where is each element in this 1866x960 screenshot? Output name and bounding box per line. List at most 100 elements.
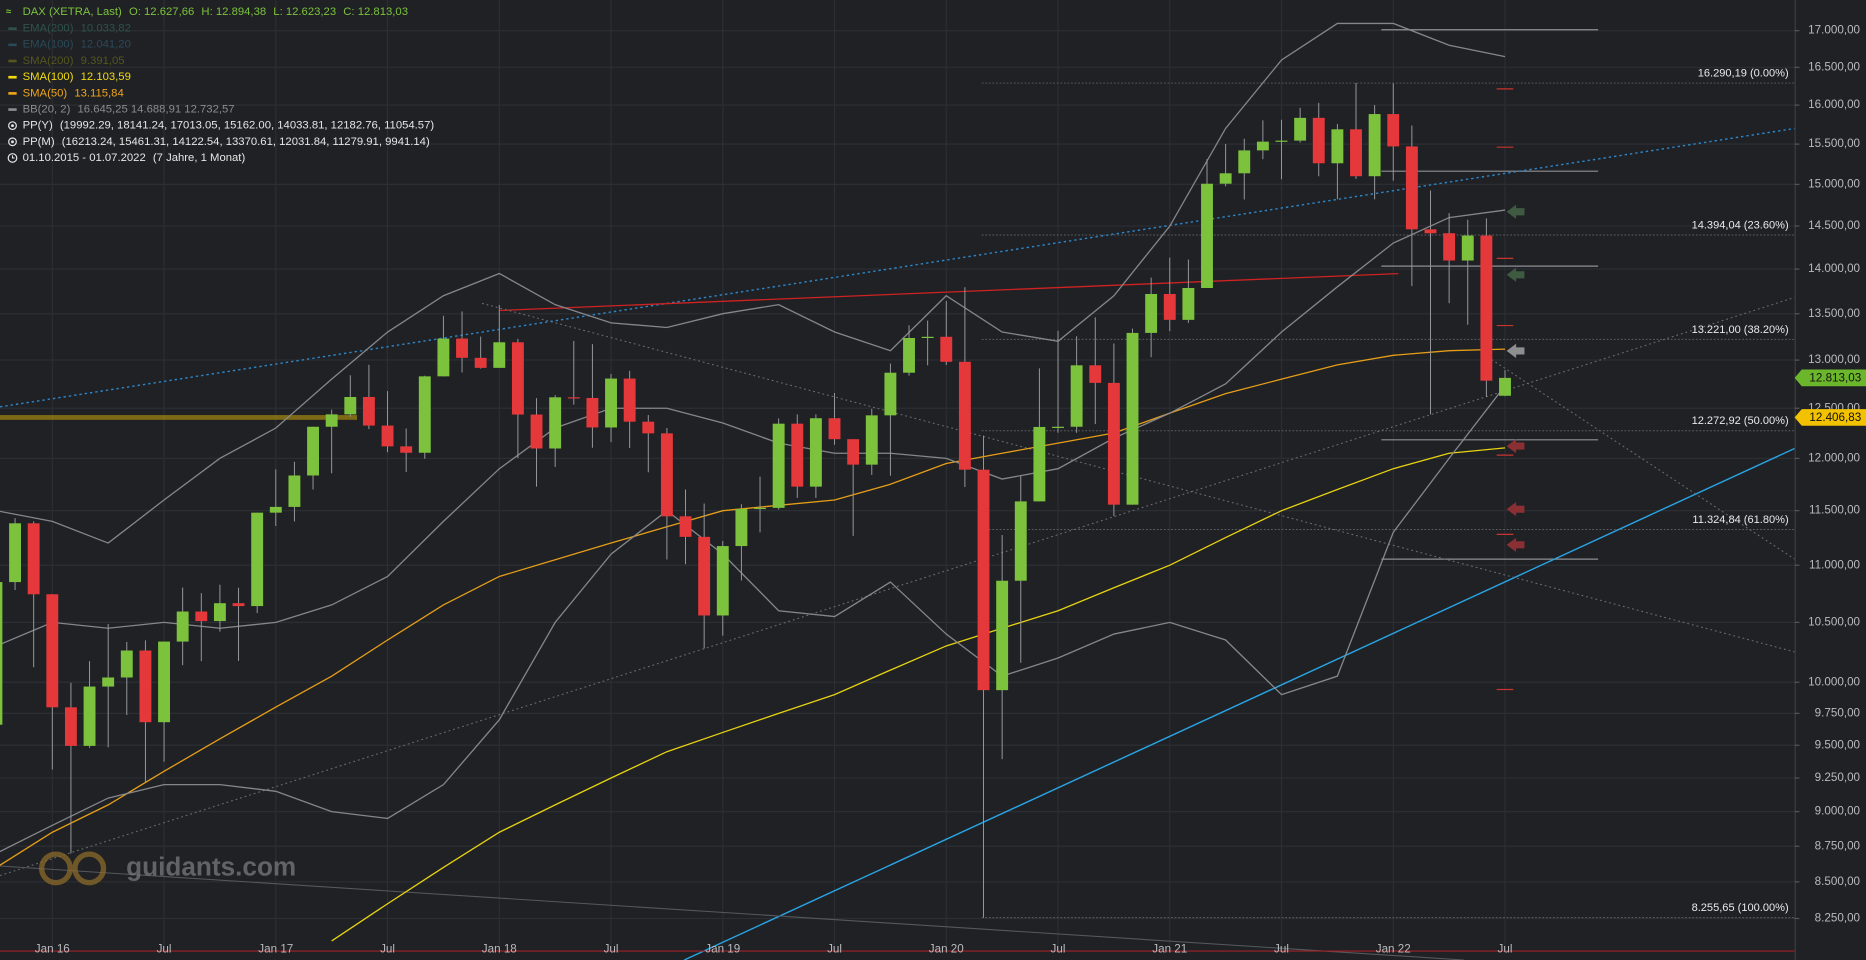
logo-ring — [72, 851, 107, 886]
legend-text: 13.115,84 — [74, 87, 123, 99]
candle-body — [493, 342, 506, 368]
candle-body — [511, 342, 524, 415]
indicator-layer — [0, 22, 1506, 942]
x-tick-label: Jan 22 — [1376, 942, 1411, 955]
y-tick-label: 14.000,00 — [1808, 262, 1860, 275]
candle-body — [1256, 141, 1269, 151]
y-tick-label: 15.000,00 — [1808, 177, 1860, 190]
candle-body — [120, 650, 133, 678]
legend-text: L: 12.623,23 — [273, 6, 336, 18]
candle-body — [1480, 235, 1493, 381]
legend-swatch — [8, 75, 17, 79]
y-tick-label: 8.750,00 — [1815, 839, 1861, 852]
candle-body — [9, 523, 22, 583]
candle-body — [698, 536, 711, 616]
candle-body — [1461, 235, 1474, 261]
x-tick-label: Jul — [1051, 942, 1066, 955]
x-tick-label: Jul — [604, 942, 619, 955]
candle-body — [530, 414, 543, 449]
legend-text: 16.645,25 14.688,91 12.732,57 — [77, 103, 234, 115]
arrow-marker — [1506, 537, 1525, 552]
x-tick-label: Jul — [1498, 942, 1513, 955]
candle-body — [1387, 114, 1400, 147]
y-tick-label: 11.000,00 — [1809, 558, 1861, 571]
candle-body — [1350, 129, 1362, 177]
indicator-line — [0, 22, 1506, 544]
trendline — [499, 272, 1399, 312]
candle-body — [474, 357, 487, 368]
candle-body — [344, 397, 357, 415]
y-tick-label: 12.000,00 — [1808, 451, 1860, 464]
candle-body — [251, 512, 264, 607]
candle-body — [958, 361, 971, 470]
arrow-marker — [1506, 343, 1525, 359]
y-tick-label: 9.250,00 — [1815, 771, 1861, 784]
legend-icon — [8, 137, 17, 147]
candle-body — [1145, 293, 1158, 333]
candle-body — [1163, 293, 1176, 320]
legend-text: SMA(100) — [23, 71, 74, 83]
candle-body — [809, 418, 822, 487]
y-tick-label: 14.500,00 — [1808, 219, 1860, 232]
y-tick-label: 13.000,00 — [1808, 353, 1860, 366]
legend-text: C: 12.813,03 — [343, 6, 408, 18]
candle-body — [400, 446, 413, 453]
candle-body — [1238, 150, 1251, 174]
legend-text: PP(M) — [23, 136, 55, 148]
candle-body — [325, 414, 338, 427]
x-tick-label: Jan 21 — [1152, 942, 1187, 955]
fib-label: 11.324,84 (61.80%) — [1692, 514, 1788, 526]
clock-icon — [11, 155, 15, 159]
candle-body — [64, 707, 77, 746]
candle-body — [1070, 365, 1083, 427]
legend-text: (7 Jahre, 1 Monat) — [153, 152, 246, 164]
candle-body — [158, 641, 170, 723]
candle-body — [1368, 114, 1381, 177]
trendline — [1487, 356, 1795, 560]
clock-icon — [7, 153, 18, 163]
candle-body — [642, 421, 655, 434]
fib-label: 16.290,19 (0.00%) — [1698, 67, 1789, 79]
candle-body — [1052, 426, 1064, 428]
legend-text: H: 12.894,38 — [201, 6, 266, 18]
legend-text: EMA(200) — [23, 23, 74, 35]
legend-entry: EMA(200) 10.033,82 — [23, 23, 131, 35]
candle-body — [567, 397, 580, 399]
legend-entry: 01.10.2015 - 01.07.2022 (7 Jahre, 1 Monat… — [23, 152, 246, 164]
candle-body — [213, 603, 226, 622]
candle-body — [828, 418, 841, 440]
candle-body — [772, 423, 785, 508]
candle-body — [46, 594, 59, 708]
price-badge — [1794, 369, 1866, 387]
candle-body — [307, 426, 319, 476]
x-tick-label: Jul — [827, 942, 842, 955]
legend-text: BB(20, 2) — [23, 103, 71, 115]
grid-layer — [0, 0, 1795, 952]
price-badge-label: 12.406,83 — [1809, 411, 1861, 424]
candle-body — [1201, 183, 1213, 289]
y-tick-label: 9.500,00 — [1815, 738, 1861, 751]
candle-body — [1443, 233, 1456, 261]
candle-body — [437, 338, 450, 377]
watermark: guidants.com — [38, 851, 296, 886]
candle-body — [1294, 117, 1307, 141]
candle-body — [1033, 426, 1046, 502]
candle-body — [1275, 140, 1288, 142]
x-tick-label: Jan 16 — [35, 942, 70, 955]
y-tick-label: 11.500,00 — [1809, 504, 1861, 517]
legend-swatch — [8, 59, 17, 63]
candle-body — [940, 336, 953, 362]
legend-icon — [11, 140, 14, 144]
x-tick-label: Jan 20 — [929, 942, 965, 955]
legend-entry: EMA(100) 12.041,20 — [23, 39, 131, 51]
y-axis-panel — [1794, 0, 1866, 960]
candle-body — [1089, 365, 1102, 383]
y-tick-label: 10.500,00 — [1808, 615, 1860, 628]
candle-body — [83, 686, 96, 746]
candle-body — [996, 580, 1009, 691]
y-tick-label: 13.500,00 — [1808, 307, 1860, 320]
candle-body — [549, 397, 562, 449]
legend-swatch — [8, 92, 17, 95]
